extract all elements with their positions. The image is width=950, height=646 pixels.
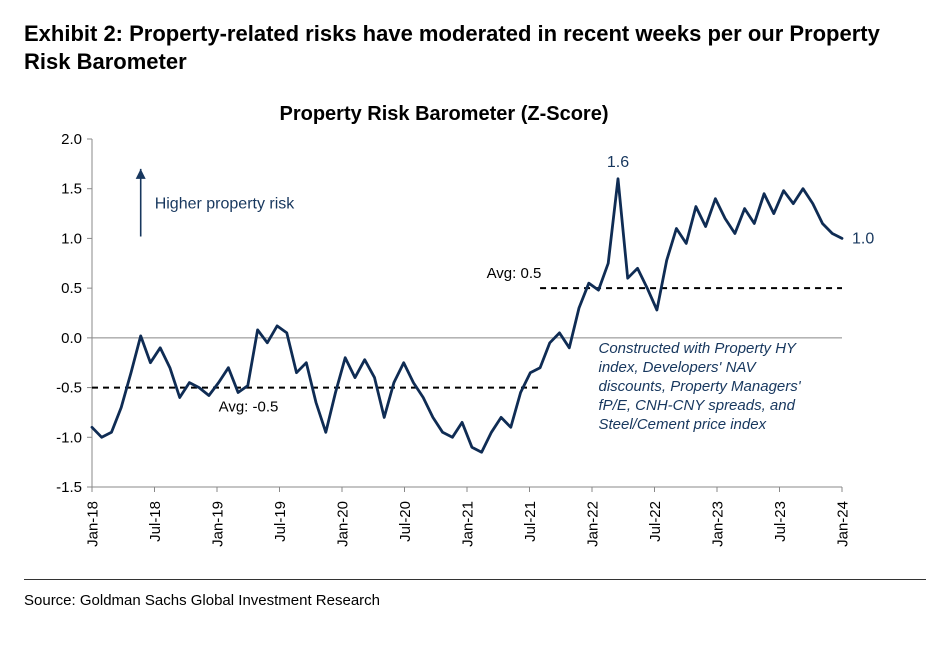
- svg-text:Constructed with Property HY: Constructed with Property HY: [598, 340, 797, 357]
- svg-text:Jan-23: Jan-23: [709, 501, 726, 547]
- svg-text:Jan-21: Jan-21: [459, 501, 476, 547]
- svg-text:Jan-18: Jan-18: [84, 501, 101, 547]
- svg-text:Avg: 0.5: Avg: 0.5: [487, 265, 542, 282]
- svg-text:-1.0: -1.0: [56, 429, 82, 446]
- svg-text:fP/E, CNH-CNY spreads, and: fP/E, CNH-CNY spreads, and: [598, 397, 795, 414]
- svg-text:Jul-23: Jul-23: [772, 501, 789, 542]
- svg-text:Jul-19: Jul-19: [272, 501, 289, 542]
- svg-text:1.5: 1.5: [61, 181, 82, 198]
- svg-text:2.0: 2.0: [61, 131, 82, 148]
- svg-text:Jul-21: Jul-21: [522, 501, 539, 542]
- svg-text:-0.5: -0.5: [56, 380, 82, 397]
- svg-text:Higher property risk: Higher property risk: [155, 196, 296, 213]
- svg-text:1.0: 1.0: [61, 230, 82, 247]
- svg-text:Steel/Cement price index: Steel/Cement price index: [598, 416, 766, 433]
- svg-text:index, Developers' NAV: index, Developers' NAV: [598, 359, 757, 376]
- svg-text:Jan-22: Jan-22: [584, 501, 601, 547]
- svg-text:Jul-18: Jul-18: [147, 501, 164, 542]
- svg-text:-1.5: -1.5: [56, 479, 82, 496]
- svg-text:discounts, Property Managers': discounts, Property Managers': [598, 378, 801, 395]
- svg-text:0.0: 0.0: [61, 330, 82, 347]
- chart-title: Property Risk Barometer (Z-Score): [34, 103, 854, 126]
- svg-text:Jan-20: Jan-20: [334, 501, 351, 547]
- line-chart: -1.5 -1.0 -0.5 0.0 0.5 1.0 1.5 2.0 Jan-18 Jul-18 J…: [34, 131, 904, 573]
- svg-text:Jan-19: Jan-19: [209, 501, 226, 547]
- chart-container: Property Risk Barometer (Z-Score) -1.5-1…: [34, 103, 904, 573]
- svg-text:Jul-22: Jul-22: [647, 501, 664, 542]
- svg-text:Jul-20: Jul-20: [397, 501, 414, 542]
- svg-text:Avg: -0.5: Avg: -0.5: [219, 399, 279, 416]
- exhibit-title: Exhibit 2: Property-related risks have m…: [24, 20, 926, 75]
- svg-text:Jan-24: Jan-24: [834, 501, 851, 547]
- svg-text:1.0: 1.0: [852, 230, 874, 247]
- svg-text:1.6: 1.6: [607, 154, 629, 171]
- source-text: Source: Goldman Sachs Global Investment …: [24, 579, 926, 609]
- svg-text:0.5: 0.5: [61, 280, 82, 297]
